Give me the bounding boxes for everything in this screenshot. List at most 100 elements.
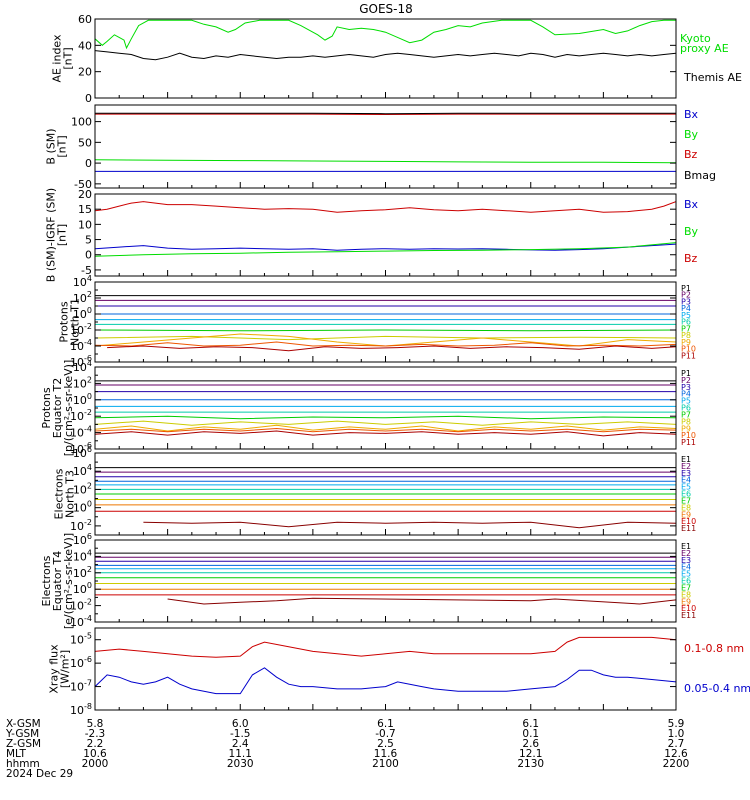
e2-legend-e5: E5 (681, 570, 691, 579)
p2-legend-p3: P3 (681, 383, 691, 392)
footer-value: 2.4 (232, 738, 249, 750)
plot-title: GOES-18 (359, 2, 413, 16)
ae-ytick-label: 0 (85, 92, 92, 105)
e1-ylabel: ElectronsNorth T3 (53, 468, 77, 519)
p1-line-p8 (95, 335, 676, 341)
e2-legend-e6: E6 (681, 577, 691, 586)
legend-kyoto-ae: proxy AE (680, 42, 729, 55)
e2-legend-e2: E2 (681, 549, 691, 558)
p2-line-p10 (95, 427, 676, 433)
p1-legend-p8: P8 (681, 331, 691, 340)
footer-value: 2.2 (87, 738, 104, 750)
p2-line-p9 (95, 424, 676, 432)
p1-series (95, 295, 676, 352)
e1-legend-e6: E6 (681, 490, 691, 499)
p2-legend-p9: P9 (681, 424, 691, 433)
b-ytick-label: 50 (78, 136, 92, 149)
db-series (95, 201, 676, 257)
footer-value: 12.6 (664, 748, 688, 760)
e2-series (95, 552, 676, 605)
b-legend: Bx By Bz Bmag (684, 108, 716, 182)
footer-value: -2.3 (85, 728, 106, 740)
db-ytick-label: -5 (81, 264, 92, 277)
p2-line-p7 (95, 415, 676, 420)
e1-legend-e4: E4 (681, 476, 691, 485)
b-legend-by: By (684, 128, 699, 141)
p1-legend-p4: P4 (681, 304, 691, 313)
p2-legend-p6: P6 (681, 404, 691, 413)
e2-ylabel: ElectronsEquator T4[e/(cm²-s-sr-keV)] (40, 533, 75, 629)
p1-legend-p6: P6 (681, 318, 691, 327)
b-legend-bz: Bz (684, 148, 698, 161)
footer-value: 0.1 (522, 728, 539, 740)
p1-legend-p9: P9 (681, 338, 691, 347)
p2-series (95, 380, 676, 437)
db-ytick-label: 10 (78, 218, 92, 231)
p1-legend-p10: P10 (681, 345, 696, 354)
p2-legend-p8: P8 (681, 417, 691, 426)
b-legend-bmag: Bmag (684, 169, 716, 182)
ae-series (95, 19, 676, 61)
e2-legend-e4: E4 (681, 563, 691, 572)
xray-legend-short: 0.05-0.4 nm (684, 682, 750, 695)
p2-legend-p4: P4 (681, 390, 691, 399)
e1-legend-e3: E3 (681, 469, 691, 478)
e1-series (95, 467, 676, 529)
e1-line-e11 (143, 521, 676, 529)
p1-legend-p2: P2 (681, 291, 691, 300)
db-legend: Bx By Bz (684, 198, 699, 265)
p1-line-p11 (107, 345, 676, 352)
ae-line-kyoto-proxy-ae (95, 19, 676, 50)
p2-line-p11 (95, 430, 676, 437)
orbit-footer: X-GSM 5.8 6.0 6.1 6.1 5.9 Y-GSM -2.3 -1.5 -0.7 0.1… (5, 718, 689, 780)
xray-legend: 0.1-0.8 nm 0.05-0.4 nm (684, 642, 750, 695)
e1-legend-e7: E7 (681, 496, 691, 505)
p1-ylabel: ProtonsNorth T1 (58, 298, 82, 346)
footer-value: 6.0 (232, 718, 249, 730)
footer-value: 2200 (663, 758, 690, 770)
e1-legend-e11: E11 (681, 524, 696, 533)
e2-legend-e10: E10 (681, 604, 696, 613)
db-ytick-label: 5 (85, 234, 92, 247)
p1-legend-p5: P5 (681, 311, 691, 320)
p2-legend-p7: P7 (681, 410, 691, 419)
panel-db: -5 0 5 10 15 20 B (SM)-IGRF (SM)[nT] Bx By Bz (45, 188, 699, 282)
xray-ylabel: Xray flux[W/m²] (48, 644, 72, 694)
e2-legend-e8: E8 (681, 590, 691, 599)
e2-legend-e7: E7 (681, 583, 691, 592)
e1-legend-e1: E1 (681, 455, 691, 464)
p2-legend-p11: P11 (681, 438, 696, 447)
ae-ylabel: AE index[nT] (51, 34, 75, 83)
footer-value: 2100 (372, 758, 399, 770)
b-ytick-label: 100 (71, 116, 92, 129)
footer-value: 2000 (82, 758, 109, 770)
p1-legend-p3: P3 (681, 297, 691, 306)
e1-legend-e5: E5 (681, 483, 691, 492)
db-legend-bx: Bx (684, 198, 699, 211)
db-line-bx (95, 243, 676, 251)
footer-label-hhmm: hhmm (6, 758, 40, 770)
footer-value: -1.5 (230, 728, 251, 740)
p2-legend-p5: P5 (681, 397, 691, 406)
xray-line-0-1-0-8-nm (95, 636, 676, 658)
footer-label-y-gsm: Y-GSM (5, 728, 39, 740)
footer-value: 2.7 (668, 738, 685, 750)
db-ylabel: B (SM)-IGRF (SM)[nT] (45, 188, 69, 282)
footer-value: 1.0 (668, 728, 685, 740)
p1-line-p10 (95, 341, 676, 347)
b-ylabel: B (SM)[nT] (45, 128, 69, 164)
b-line-by (95, 159, 676, 164)
b-ytick-label: 0 (85, 157, 92, 170)
ae-ytick-label: 40 (78, 39, 92, 52)
p1-legend-p7: P7 (681, 324, 691, 333)
